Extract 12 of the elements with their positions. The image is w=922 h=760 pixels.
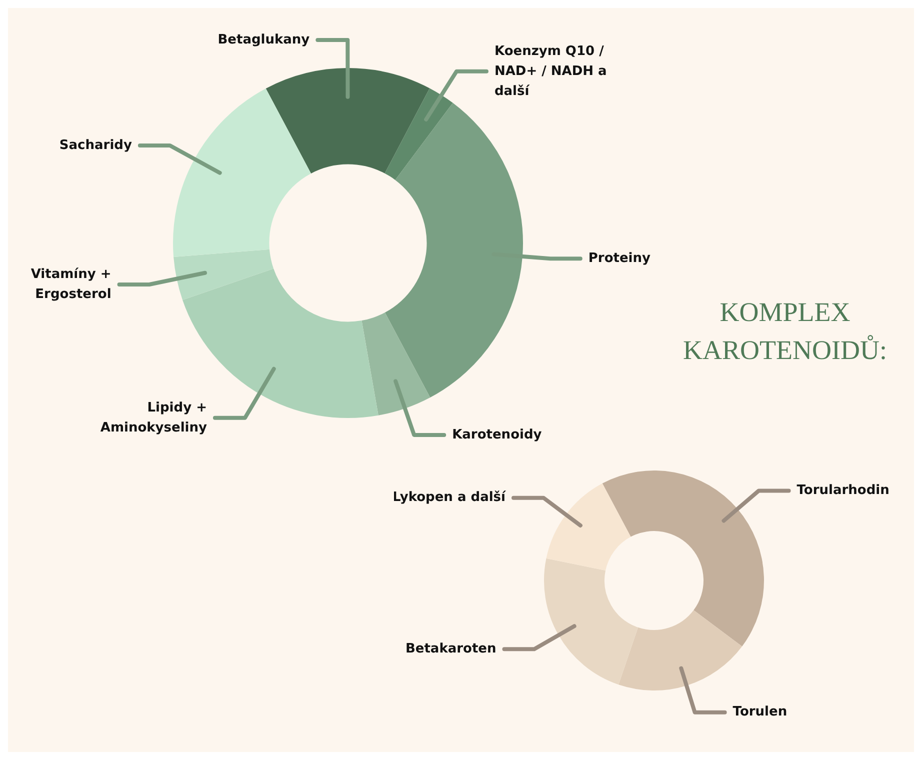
slice-label: Proteiny: [588, 250, 652, 266]
slice-label: Karotenoidy: [452, 427, 542, 442]
slice-label: Sacharidy: [59, 138, 132, 153]
slice-label: Torularhodin: [796, 483, 890, 498]
slice-label: Koenzym Q10 / NAD+ / NADH a další: [494, 44, 607, 99]
slice-label: Torulen: [732, 704, 788, 720]
slice-label: Lykopen a další: [392, 490, 508, 506]
slice-label: Betakaroten: [405, 641, 496, 656]
chart-title: KOMPLEX KAROTENOIDŮ:: [682, 296, 888, 367]
slice-label: Betaglukany: [218, 32, 310, 48]
slice-label: Vitamíny + Ergosterol: [30, 266, 112, 302]
slice-label: Lipidy + Aminokyseliny: [100, 400, 208, 436]
